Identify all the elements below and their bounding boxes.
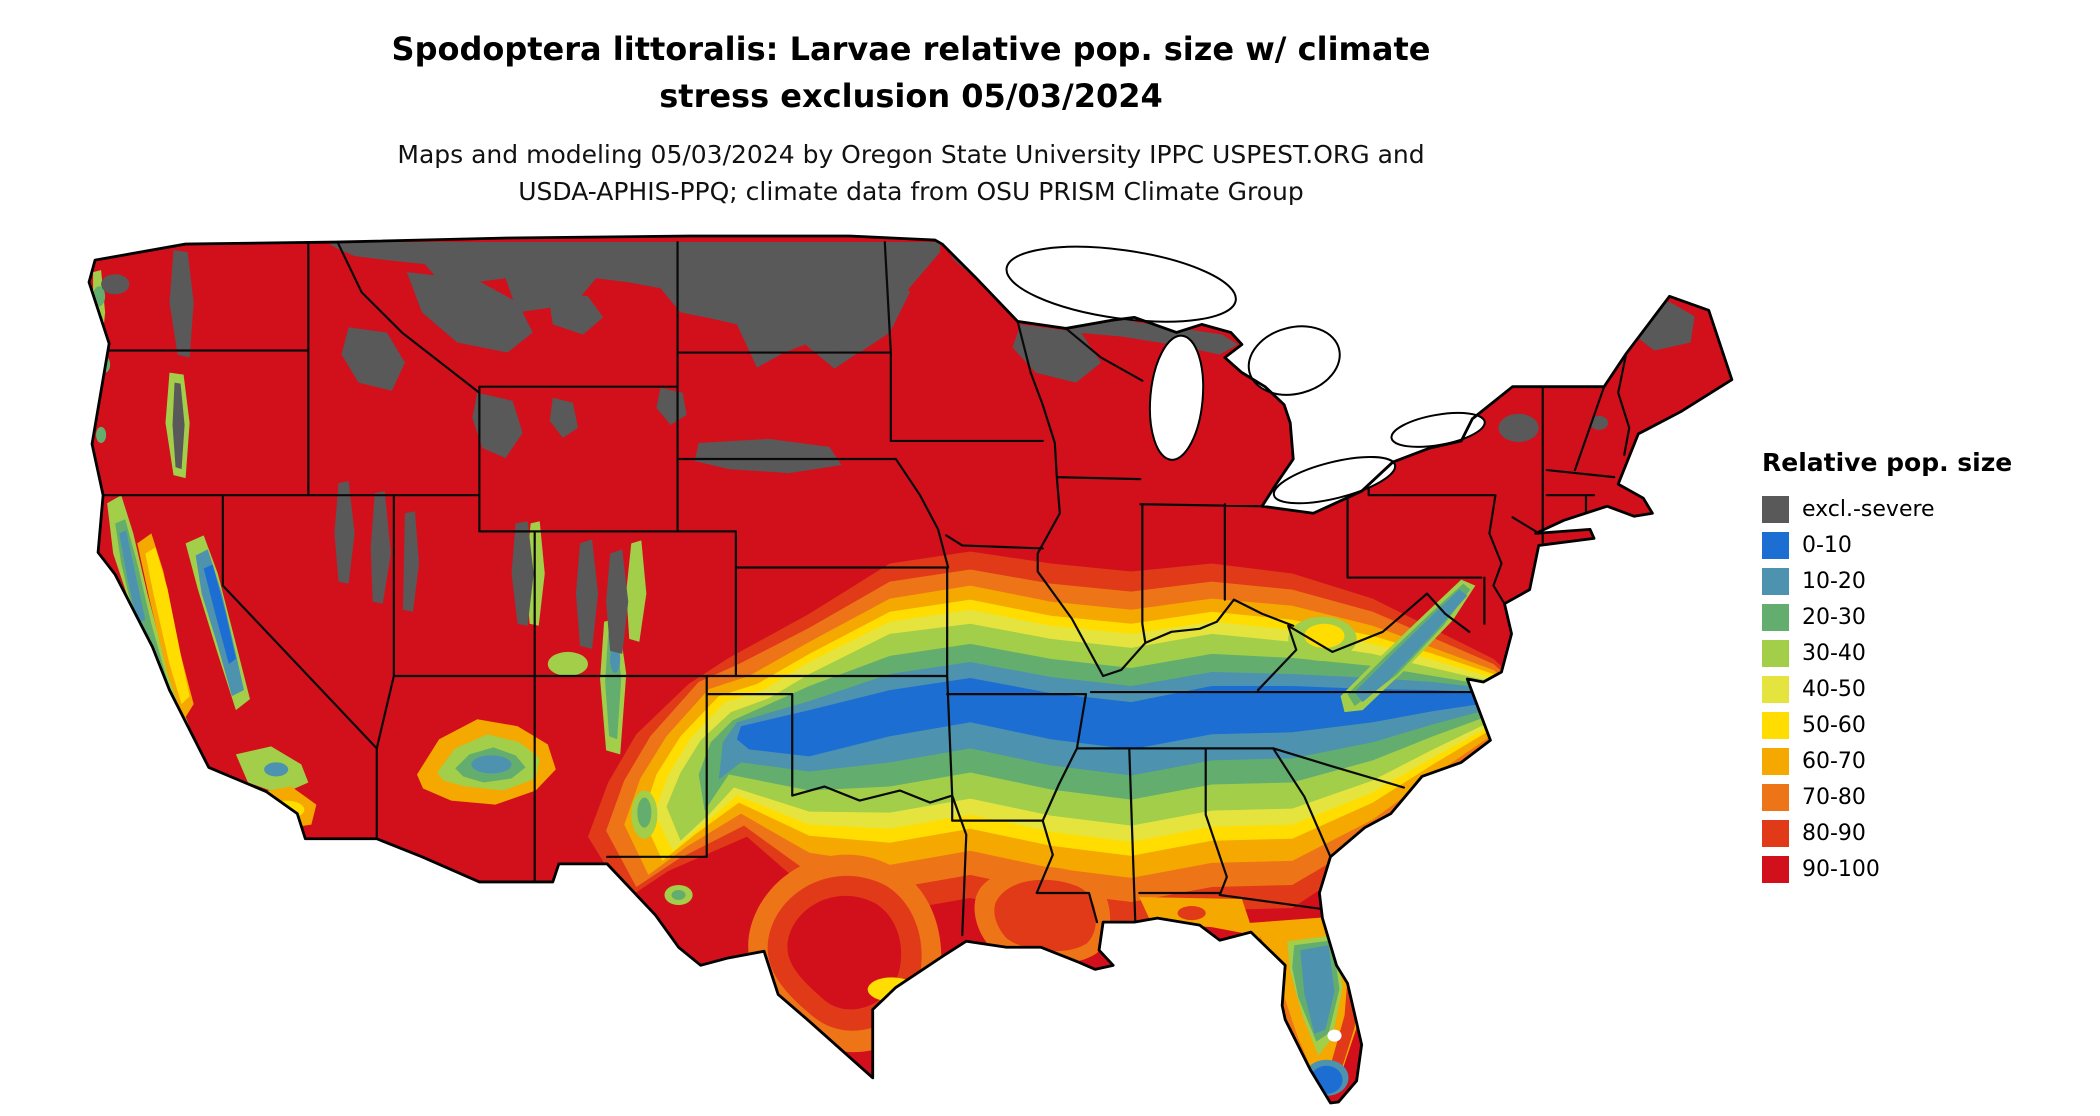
lake-huron [1247, 325, 1341, 396]
legend-swatch-20-30 [1762, 603, 1789, 631]
or-cascades-gray [172, 382, 185, 470]
legend-item: 30-40 [1762, 635, 2082, 671]
sierra-blue [203, 564, 236, 664]
gray-sandhills [694, 438, 842, 474]
map-canvas [85, 232, 1755, 1116]
band-0-10 [736, 678, 1500, 757]
legend-label: 40-50 [1802, 676, 1866, 702]
header: Spodoptera littoralis: Larvae relative p… [0, 26, 1822, 210]
gray-montana-2 [547, 292, 604, 335]
legend-swatch-50-60 [1762, 711, 1789, 739]
legend: Relative pop. size excl.-severe 0-10 10-… [1762, 448, 2082, 887]
legend-title: Relative pop. size [1762, 448, 2013, 477]
tx-davis-mtns-green [671, 889, 686, 901]
gray-idaho [341, 327, 405, 391]
subtitle-line2: USDA-APHIS-PPQ; climate data from OSU PR… [518, 177, 1304, 206]
legend-item: 10-20 [1762, 563, 2082, 599]
legend-swatch-70-80 [1762, 783, 1789, 811]
raster-layers [89, 236, 1732, 1103]
gray-nevada-2 [370, 491, 391, 604]
legend-swatch-excl-severe [1762, 495, 1789, 523]
legend-item: 70-80 [1762, 779, 2082, 815]
legend-label: 60-70 [1802, 748, 1866, 774]
legend-label: 70-80 [1802, 784, 1866, 810]
legend-item: 50-60 [1762, 707, 2082, 743]
legend-label: 80-90 [1802, 820, 1866, 846]
florida-panhandle-redorange [1177, 906, 1206, 921]
legend-item: 90-100 [1762, 851, 2082, 887]
gray-minnesota [789, 252, 910, 353]
page-title-line1: Spodoptera littoralis: Larvae relative p… [391, 30, 1431, 68]
legend-label: 20-30 [1802, 604, 1866, 630]
page-title-line2: stress exclusion 05/03/2024 [659, 77, 1163, 115]
socal-mtns-teal [264, 762, 289, 777]
legend-item: 0-10 [1762, 527, 2082, 563]
gray-white-mtns [1590, 415, 1609, 430]
subtitle-line1: Maps and modeling 05/03/2024 by Oregon S… [397, 140, 1425, 169]
legend-item: excl.-severe [1762, 491, 2082, 527]
gray-wa-cascades [169, 250, 194, 358]
legend-label: 0-10 [1802, 532, 1852, 558]
patch-wv-yellow [1304, 623, 1345, 648]
legend-swatch-10-20 [1762, 567, 1789, 595]
state-borders-midwest-east [945, 320, 1631, 924]
legend-label: 30-40 [1802, 640, 1866, 666]
us-choropleth-map [87, 234, 1734, 1105]
lake-superior [1005, 245, 1237, 323]
map-subtitle: Maps and modeling 05/03/2024 by Oregon S… [0, 136, 1822, 210]
nm-sacramento-green [637, 797, 652, 828]
gray-montana-1 [406, 272, 533, 353]
az-mogollon-teal [471, 755, 512, 774]
legend-swatch-60-70 [1762, 747, 1789, 775]
legend-swatch-80-90 [1762, 819, 1789, 847]
gray-adirondacks [1498, 413, 1539, 442]
state-borders [91, 240, 1631, 937]
ca-valley-yellow [145, 547, 190, 705]
legend-label: excl.-severe [1802, 496, 1935, 522]
legend-item: 80-90 [1762, 815, 2082, 851]
appalachian-finger-teal [1354, 589, 1468, 703]
legend-swatch-90-100 [1762, 855, 1789, 883]
co-frontrange-yellowgreen [626, 540, 647, 642]
legend-swatch-30-40 [1762, 639, 1789, 667]
us-outline [87, 234, 1734, 1105]
louisiana-hot-redorange [994, 879, 1097, 952]
legend-label: 90-100 [1802, 856, 1880, 882]
legend-item: 20-30 [1762, 599, 2082, 635]
lake-okeechobee [1327, 1029, 1342, 1042]
gray-nevada-3 [402, 511, 419, 612]
or-coast-green-3 [96, 426, 107, 443]
gray-olympics [101, 274, 130, 295]
legend-label: 10-20 [1802, 568, 1866, 594]
gray-wasatch [511, 521, 534, 626]
legend-swatch-40-50 [1762, 675, 1789, 703]
gray-co-rockies-1 [575, 539, 599, 649]
gray-yellowstone [472, 392, 523, 459]
gray-nevada-1 [334, 481, 355, 584]
gray-bighorn [549, 397, 578, 438]
legend-swatch-0-10 [1762, 531, 1789, 559]
lake-erie [1272, 455, 1397, 505]
gray-northern-strip [326, 242, 941, 369]
lake-michigan [1148, 334, 1205, 461]
legend-item: 60-70 [1762, 743, 2082, 779]
gray-co-rockies-2 [606, 549, 629, 654]
gray-blackhills [656, 387, 687, 425]
florida-center-teal [1300, 945, 1335, 1034]
legend-item: 40-50 [1762, 671, 2082, 707]
texas-hot-red [787, 895, 902, 1010]
co-sanjuan-yellowgreen [547, 651, 589, 677]
state-borders-west [91, 240, 1044, 937]
legend-label: 50-60 [1802, 712, 1866, 738]
ca-coast-teal [119, 530, 146, 624]
